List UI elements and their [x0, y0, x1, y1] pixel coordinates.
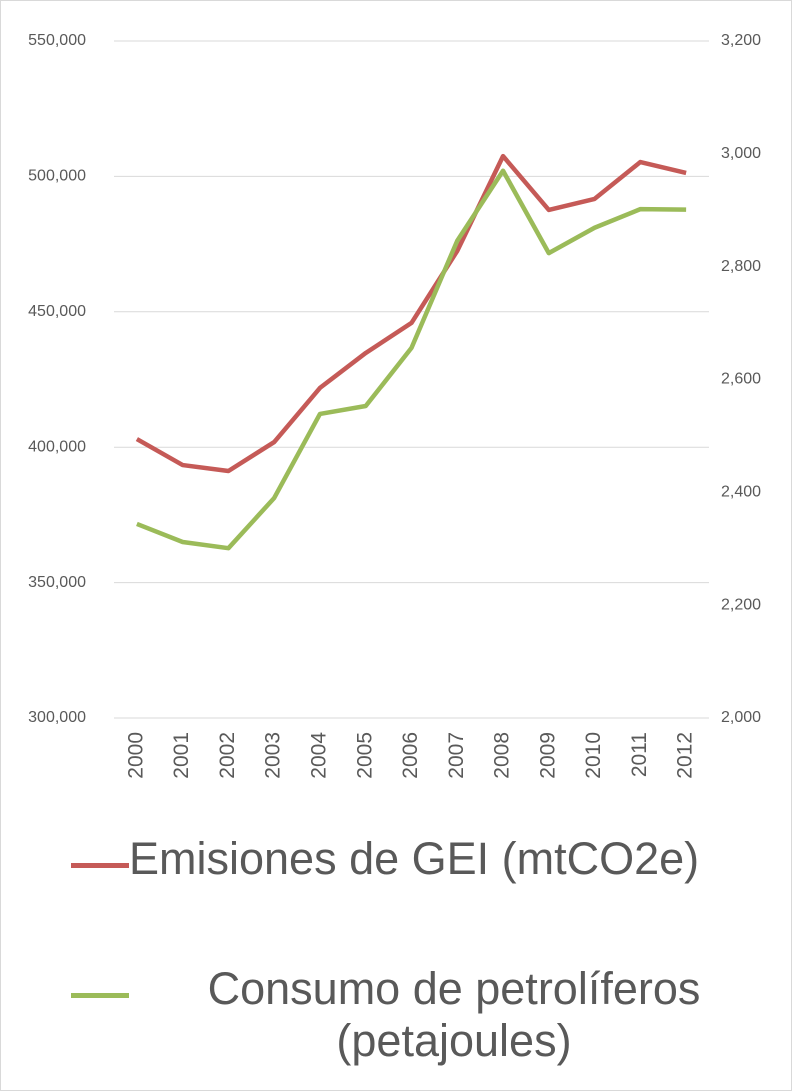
y-tick-label: 450,000: [28, 303, 86, 320]
y2-tick-label: 3,000: [721, 145, 761, 162]
y-tick-label: 350,000: [28, 574, 86, 591]
x-tick-label: 2011: [628, 732, 651, 777]
legend-label: Consumo de petrolíferos (petajoules): [207, 963, 701, 1066]
y2-tick-label: 2,800: [721, 258, 761, 275]
x-tick-label: 2007: [445, 732, 468, 779]
y2-tick-label: 2,200: [721, 596, 761, 613]
series-line: [135, 153, 687, 474]
legend-item: Emisiones de GEI (mtCO2e): [71, 833, 786, 885]
y2-tick-label: 3,200: [721, 32, 761, 49]
x-tick-label: 2009: [536, 732, 559, 779]
x-tick-label: 2002: [216, 732, 239, 779]
y2-tick-label: 2,400: [721, 484, 761, 501]
x-tick-label: 2000: [124, 732, 147, 779]
y2-tick-label: 2,600: [721, 371, 761, 388]
y2-tick-label: 2,000: [721, 709, 761, 726]
legend: Emisiones de GEI (mtCO2e) Consumo de petr…: [71, 833, 786, 1090]
legend-item: Consumo de petrolíferos (petajoules): [71, 963, 786, 1067]
plot: 300,000 350,000 400,000 450,000 500,000 550,0…: [28, 32, 761, 779]
x-tick-label: 2005: [353, 732, 376, 779]
x-tick-label: 2003: [262, 732, 285, 779]
x-tick-label: 2006: [399, 732, 422, 779]
x-tick-label: 2001: [170, 732, 193, 779]
legend-label: Emisiones de GEI (mtCO2e): [129, 833, 700, 884]
y-tick-label: 550,000: [28, 32, 86, 49]
x-tick-label: 2008: [491, 732, 514, 779]
y-tick-label: 300,000: [28, 709, 86, 726]
y-tick-label: 400,000: [28, 438, 86, 455]
series-line: [136, 168, 687, 551]
x-tick-label: 2004: [308, 732, 331, 779]
legend-marker: [71, 863, 129, 868]
x-tick-label: 2012: [674, 732, 697, 779]
x-tick-label: 2010: [582, 732, 605, 779]
legend-marker: [71, 993, 129, 998]
y-tick-label: 500,000: [28, 168, 86, 185]
